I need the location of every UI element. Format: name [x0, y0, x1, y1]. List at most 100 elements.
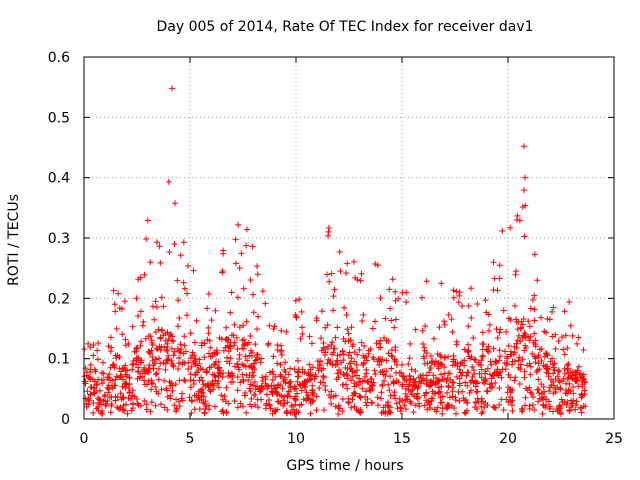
data-point	[269, 377, 276, 384]
data-point	[188, 363, 195, 370]
data-point	[174, 323, 181, 330]
data-point	[460, 395, 467, 402]
data-point	[374, 394, 381, 401]
data-point	[121, 298, 128, 305]
x-tick-label: 15	[393, 431, 411, 447]
data-point	[521, 368, 528, 375]
data-point	[474, 300, 481, 307]
data-point	[177, 252, 184, 259]
data-point	[137, 359, 144, 366]
data-point	[419, 327, 426, 334]
data-point	[147, 408, 154, 415]
data-point	[274, 360, 281, 367]
data-point	[489, 372, 496, 379]
data-point	[404, 396, 411, 403]
data-point	[191, 406, 198, 413]
data-point	[157, 259, 164, 266]
data-point	[396, 369, 403, 376]
data-point	[478, 374, 485, 381]
data-point	[456, 366, 463, 373]
data-point	[392, 288, 399, 295]
data-point	[255, 313, 262, 320]
data-point	[572, 371, 579, 378]
data-point	[166, 249, 173, 256]
data-point	[118, 373, 125, 380]
data-point	[135, 313, 141, 320]
data-point	[370, 356, 377, 363]
data-point	[392, 395, 399, 402]
data-point	[228, 289, 235, 296]
data-point	[384, 402, 391, 409]
data-point	[272, 373, 279, 380]
data-point	[206, 364, 213, 371]
data-point	[405, 361, 412, 368]
data-point	[437, 360, 444, 367]
data-point	[512, 271, 519, 278]
data-point	[210, 382, 217, 389]
x-tick-label: 25	[605, 431, 623, 447]
data-point	[106, 371, 113, 378]
data-point	[340, 381, 347, 388]
data-point	[566, 298, 573, 305]
data-point	[379, 368, 386, 375]
data-point	[382, 315, 389, 322]
data-point	[316, 361, 323, 368]
data-point	[142, 335, 149, 342]
data-point	[100, 376, 107, 383]
data-point	[356, 346, 363, 353]
data-point	[437, 394, 444, 401]
data-point	[226, 372, 233, 379]
data-point	[137, 308, 144, 315]
data-point	[215, 358, 222, 365]
data-point	[175, 366, 182, 373]
data-point	[160, 303, 167, 310]
data-point	[421, 360, 428, 367]
data-point	[204, 305, 211, 312]
data-point	[542, 401, 549, 408]
data-point	[389, 276, 396, 283]
data-point	[572, 378, 579, 385]
data-point	[366, 387, 373, 394]
data-point	[544, 352, 551, 359]
data-point	[362, 399, 369, 406]
data-point	[332, 403, 339, 410]
data-point	[338, 359, 345, 366]
data-point	[497, 353, 504, 360]
data-point	[272, 388, 279, 395]
data-point	[484, 347, 491, 354]
data-point	[339, 396, 346, 403]
data-point	[269, 390, 276, 397]
data-point	[170, 352, 177, 359]
data-point	[98, 369, 105, 376]
data-point	[294, 390, 301, 397]
data-point	[310, 390, 317, 397]
data-point	[577, 370, 584, 377]
data-point	[516, 381, 523, 388]
data-point	[426, 369, 433, 376]
data-point	[530, 393, 537, 400]
data-point	[367, 376, 374, 383]
data-point	[143, 401, 150, 408]
data-point	[126, 389, 133, 396]
data-point	[557, 409, 564, 416]
x-tick-label: 0	[80, 431, 89, 447]
data-point	[465, 349, 472, 356]
data-point	[516, 217, 523, 224]
data-point	[134, 368, 141, 375]
data-point	[559, 399, 566, 406]
data-point	[266, 322, 273, 329]
data-point	[532, 343, 539, 350]
data-point	[413, 393, 420, 400]
data-point	[457, 360, 464, 367]
data-point	[330, 293, 337, 300]
data-point	[523, 385, 530, 392]
data-point	[196, 360, 203, 367]
data-point	[180, 350, 187, 357]
data-point	[169, 337, 176, 344]
data-point	[550, 304, 557, 311]
data-point	[219, 374, 226, 381]
data-point	[137, 342, 144, 349]
data-point	[176, 377, 183, 384]
data-point	[187, 384, 194, 391]
data-point	[552, 331, 559, 338]
